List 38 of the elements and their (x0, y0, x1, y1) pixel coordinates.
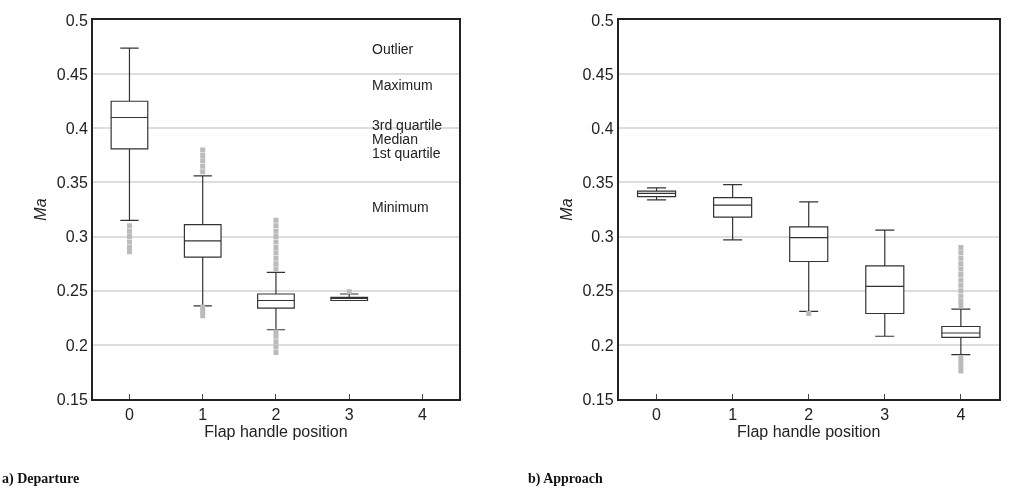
text: a) Departure (2, 471, 80, 487)
x-tick-label: 3 (880, 406, 890, 423)
y-tick-label: 0.3 (65, 228, 88, 246)
y-tick-label: 0.2 (65, 336, 88, 354)
y-tick-label: 0.15 (582, 390, 614, 408)
y-tick-label: 0.35 (56, 174, 88, 192)
y-tick-label: 0.5 (591, 11, 614, 29)
y-tick-label: 0.45 (56, 65, 88, 83)
y-tick-label: 0.25 (56, 282, 88, 300)
y-tick-label: 0.4 (591, 119, 614, 137)
x-tick-label: 4 (418, 406, 428, 423)
y-tick-label: 0.4 (65, 119, 88, 137)
annotation: Maximum (372, 77, 433, 93)
y-tick-label: 0.2 (591, 336, 614, 354)
x-tick-label: 3 (344, 406, 354, 423)
x-tick-label: 1 (728, 406, 738, 423)
annotation: 1st quartile (372, 145, 441, 161)
y-axis-title: Ma (557, 198, 575, 221)
x-tick-label: 2 (804, 406, 814, 423)
x-tick-label: 1 (198, 406, 208, 423)
x-axis-title: Flap handle position (204, 423, 348, 440)
annotation: Outlier (372, 41, 414, 57)
x-tick-label: 2 (271, 406, 281, 423)
y-tick-label: 0.3 (591, 228, 614, 246)
y-tick-label: 0.45 (582, 65, 614, 83)
y-tick-label: 0.5 (65, 11, 88, 29)
y-axis-title: Ma (32, 198, 50, 221)
annotation: 3rd quartile (372, 117, 443, 133)
x-tick-label: 4 (956, 406, 966, 423)
y-tick-label: 0.15 (56, 390, 88, 408)
y-tick-label: 0.35 (582, 174, 614, 192)
text: b) Approach (528, 471, 604, 487)
annotation: Minimum (372, 199, 429, 215)
x-tick-label: 0 (125, 406, 134, 423)
x-axis-title: Flap handle position (737, 423, 881, 440)
annotation: Median (372, 131, 418, 147)
y-tick-label: 0.25 (582, 282, 614, 300)
x-tick-label: 0 (652, 406, 662, 423)
